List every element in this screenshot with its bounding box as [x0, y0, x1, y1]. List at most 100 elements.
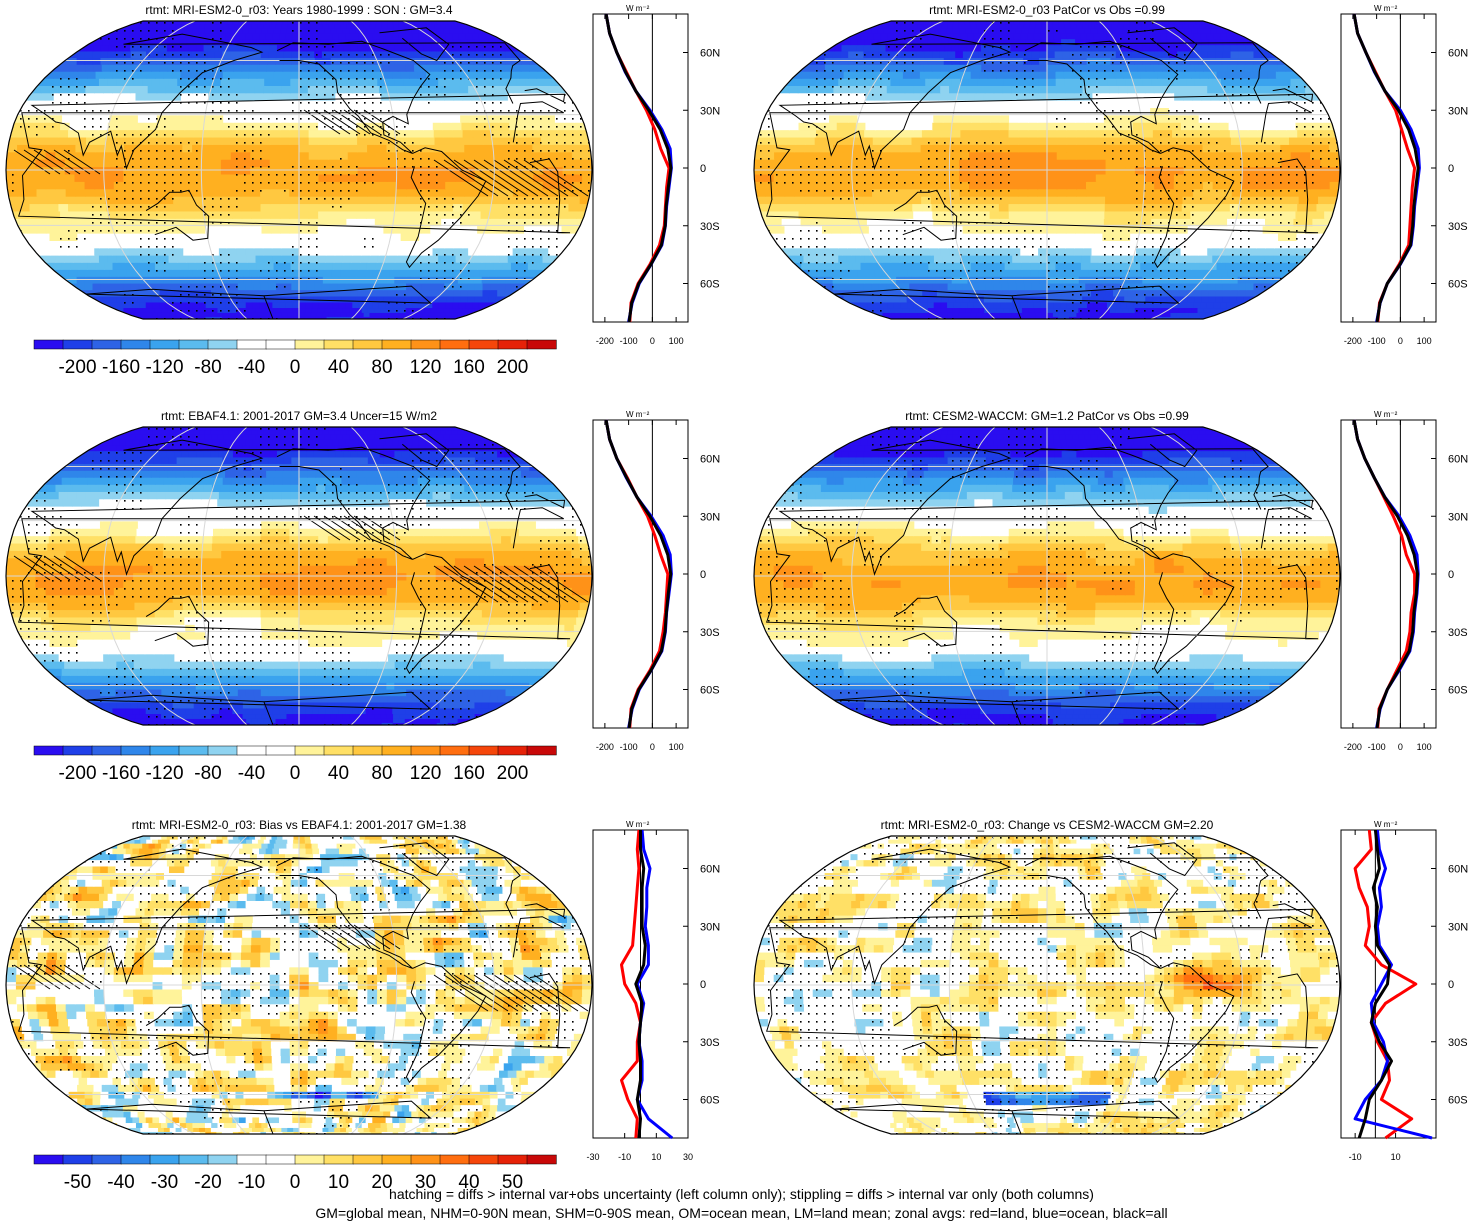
x-tick-label: 100: [1417, 336, 1432, 346]
y-tick-label: 0: [1448, 569, 1454, 581]
colorbar-tick-label: 160: [453, 357, 485, 378]
x-tick-label: 0: [650, 336, 655, 346]
x-tick-label: -200: [596, 742, 614, 752]
map-field: [6, 836, 592, 1134]
colorbar-tick-label: -80: [194, 763, 221, 784]
y-tick-label: 30S: [1448, 1037, 1468, 1049]
colorbar: -200 -160 -120 -80 -40 0 40 80 120 160 200: [33, 745, 557, 784]
panel-title: rtmt: MRI-ESM2-0_r03: Years 1980-1999 : …: [145, 3, 452, 17]
y-tick-label: 60S: [700, 1095, 720, 1107]
zonal-unit-label: W m⁻²: [626, 4, 650, 13]
y-tick-label: 0: [700, 163, 706, 175]
x-tick-label: 100: [669, 742, 684, 752]
zonal-series-ocean: [1352, 13, 1421, 323]
zonal-unit-label: W m⁻²: [1374, 410, 1398, 419]
y-tick-label: 30N: [700, 921, 720, 933]
x-tick-label: 0: [1398, 336, 1403, 346]
y-tick-label: 60N: [700, 454, 720, 466]
footer-hatching-note: hatching = diffs > internal var+obs unce…: [389, 1186, 1094, 1202]
colorbar-tick-label: -10: [238, 1172, 265, 1193]
zonal-series-land: [1353, 829, 1418, 1140]
colorbar-tick-label: -40: [238, 763, 265, 784]
zonal-series-land: [604, 419, 670, 729]
x-tick-label: -200: [1344, 336, 1362, 346]
y-tick-label: 60N: [1448, 48, 1468, 60]
zonal-series-all: [1357, 829, 1393, 1139]
zonal-series-all: [604, 419, 673, 729]
zonal-mean-plot: W m⁻² -200 -100 0 100 60N 30N 0 30S 60S: [1340, 410, 1468, 752]
coastlines: [18, 842, 571, 1134]
colorbar-tick-label: 200: [497, 357, 529, 378]
y-tick-label: 30S: [1448, 221, 1468, 233]
panel-2: rtmt: MRI-ESM2-0_r03 PatCor vs Obs =0.99: [753, 3, 1341, 320]
panel-5: rtmt: MRI-ESM2-0_r03: Bias vs EBAF4.1: 2…: [5, 818, 593, 1135]
zonal-series-all: [604, 13, 673, 323]
colorbar-tick-label: 80: [371, 357, 392, 378]
x-tick-label: -100: [1368, 742, 1386, 752]
zonal-mean-plot: W m⁻² -200 -100 0 100 60N 30N 0 30S 60S: [592, 4, 720, 346]
x-tick-label: -10: [618, 1152, 631, 1162]
map-field: [754, 836, 1340, 1134]
x-tick-label: -30: [586, 1152, 599, 1162]
zonal-mean-plot: W m⁻² -10 10 60N 30N 0 30S 60S: [1340, 820, 1468, 1162]
colorbar-tick-label: 30: [415, 1172, 436, 1193]
zonal-series-ocean: [1352, 419, 1420, 729]
panel-title: rtmt: MRI-ESM2-0_r03: Bias vs EBAF4.1: 2…: [132, 818, 467, 832]
panel-3: rtmt: EBAF4.1: 2001-2017 GM=3.4 Uncer=15…: [5, 409, 593, 726]
zonal-mean-plot: W m⁻² -200 -100 0 100 60N 30N 0 30S 60S: [1340, 4, 1468, 346]
panel-title: rtmt: MRI-ESM2-0_r03 PatCor vs Obs =0.99: [929, 3, 1165, 17]
map-border: [5, 20, 593, 320]
map-field: [754, 21, 1340, 319]
zonal-unit-label: W m⁻²: [626, 820, 650, 829]
colorbar-tick-label: 0: [290, 763, 301, 784]
colorbar-tick-label: -120: [145, 357, 183, 378]
y-tick-label: 60N: [1448, 864, 1468, 876]
map-border: [5, 426, 593, 726]
colorbar-tick-label: 160: [453, 763, 485, 784]
y-tick-label: 30N: [1448, 511, 1468, 523]
x-tick-label: -100: [1368, 336, 1386, 346]
colorbar-tick-label: -50: [64, 1172, 91, 1193]
map-field: [754, 427, 1340, 725]
x-tick-label: 10: [1391, 1152, 1401, 1162]
y-tick-label: 30S: [700, 1037, 720, 1049]
x-tick-label: 100: [1417, 742, 1432, 752]
panel-title: rtmt: CESM2-WACCM: GM=1.2 PatCor vs Obs …: [905, 409, 1189, 423]
y-tick-label: 60N: [700, 48, 720, 60]
y-tick-label: 30S: [1448, 627, 1468, 639]
zonal-series-land: [604, 13, 671, 323]
zonal-series-all: [634, 830, 647, 1139]
zonal-mean-plot: W m⁻² -200 -100 0 100 60N 30N 0 30S 60S: [592, 410, 720, 752]
y-tick-label: 60S: [1448, 685, 1468, 697]
x-tick-label: 0: [650, 742, 655, 752]
colorbar-tick-label: 40: [458, 1172, 479, 1193]
colorbar-tick-label: -80: [194, 357, 221, 378]
zonal-series-land: [620, 829, 642, 1139]
colorbar: -200 -160 -120 -80 -40 0 40 80 120 160 200: [33, 339, 557, 378]
zonal-unit-label: W m⁻²: [1374, 4, 1398, 13]
zonal-series-all: [1352, 13, 1420, 323]
y-tick-label: 30N: [700, 105, 720, 117]
y-tick-label: 0: [1448, 163, 1454, 175]
colorbar: -50 -40 -30 -20 -10 0 10 20 30 40 50: [33, 1154, 557, 1193]
map-field: [6, 21, 592, 319]
zonal-frame: [592, 419, 689, 729]
x-tick-label: -100: [620, 336, 638, 346]
y-tick-label: 60S: [700, 279, 720, 291]
zonal-series-ocean: [604, 419, 673, 729]
y-tick-label: 30N: [1448, 105, 1468, 117]
zonal-mean-plot: W m⁻² -30 -10 10 30 60N 30N 0 30S 60S: [586, 820, 720, 1162]
colorbar-tick-label: -40: [238, 357, 265, 378]
zonal-series-ocean: [604, 13, 673, 323]
panel-4: rtmt: CESM2-WACCM: GM=1.2 PatCor vs Obs …: [753, 409, 1341, 726]
zonal-series-land: [1352, 13, 1417, 323]
colorbar-tick-label: -200: [58, 763, 96, 784]
y-tick-label: 0: [1448, 979, 1454, 991]
y-tick-label: 30N: [700, 511, 720, 523]
colorbar-tick-label: 40: [328, 357, 349, 378]
y-tick-label: 60N: [1448, 454, 1468, 466]
y-tick-label: 60N: [700, 864, 720, 876]
x-tick-label: -200: [596, 336, 614, 346]
coastlines: [18, 433, 571, 725]
